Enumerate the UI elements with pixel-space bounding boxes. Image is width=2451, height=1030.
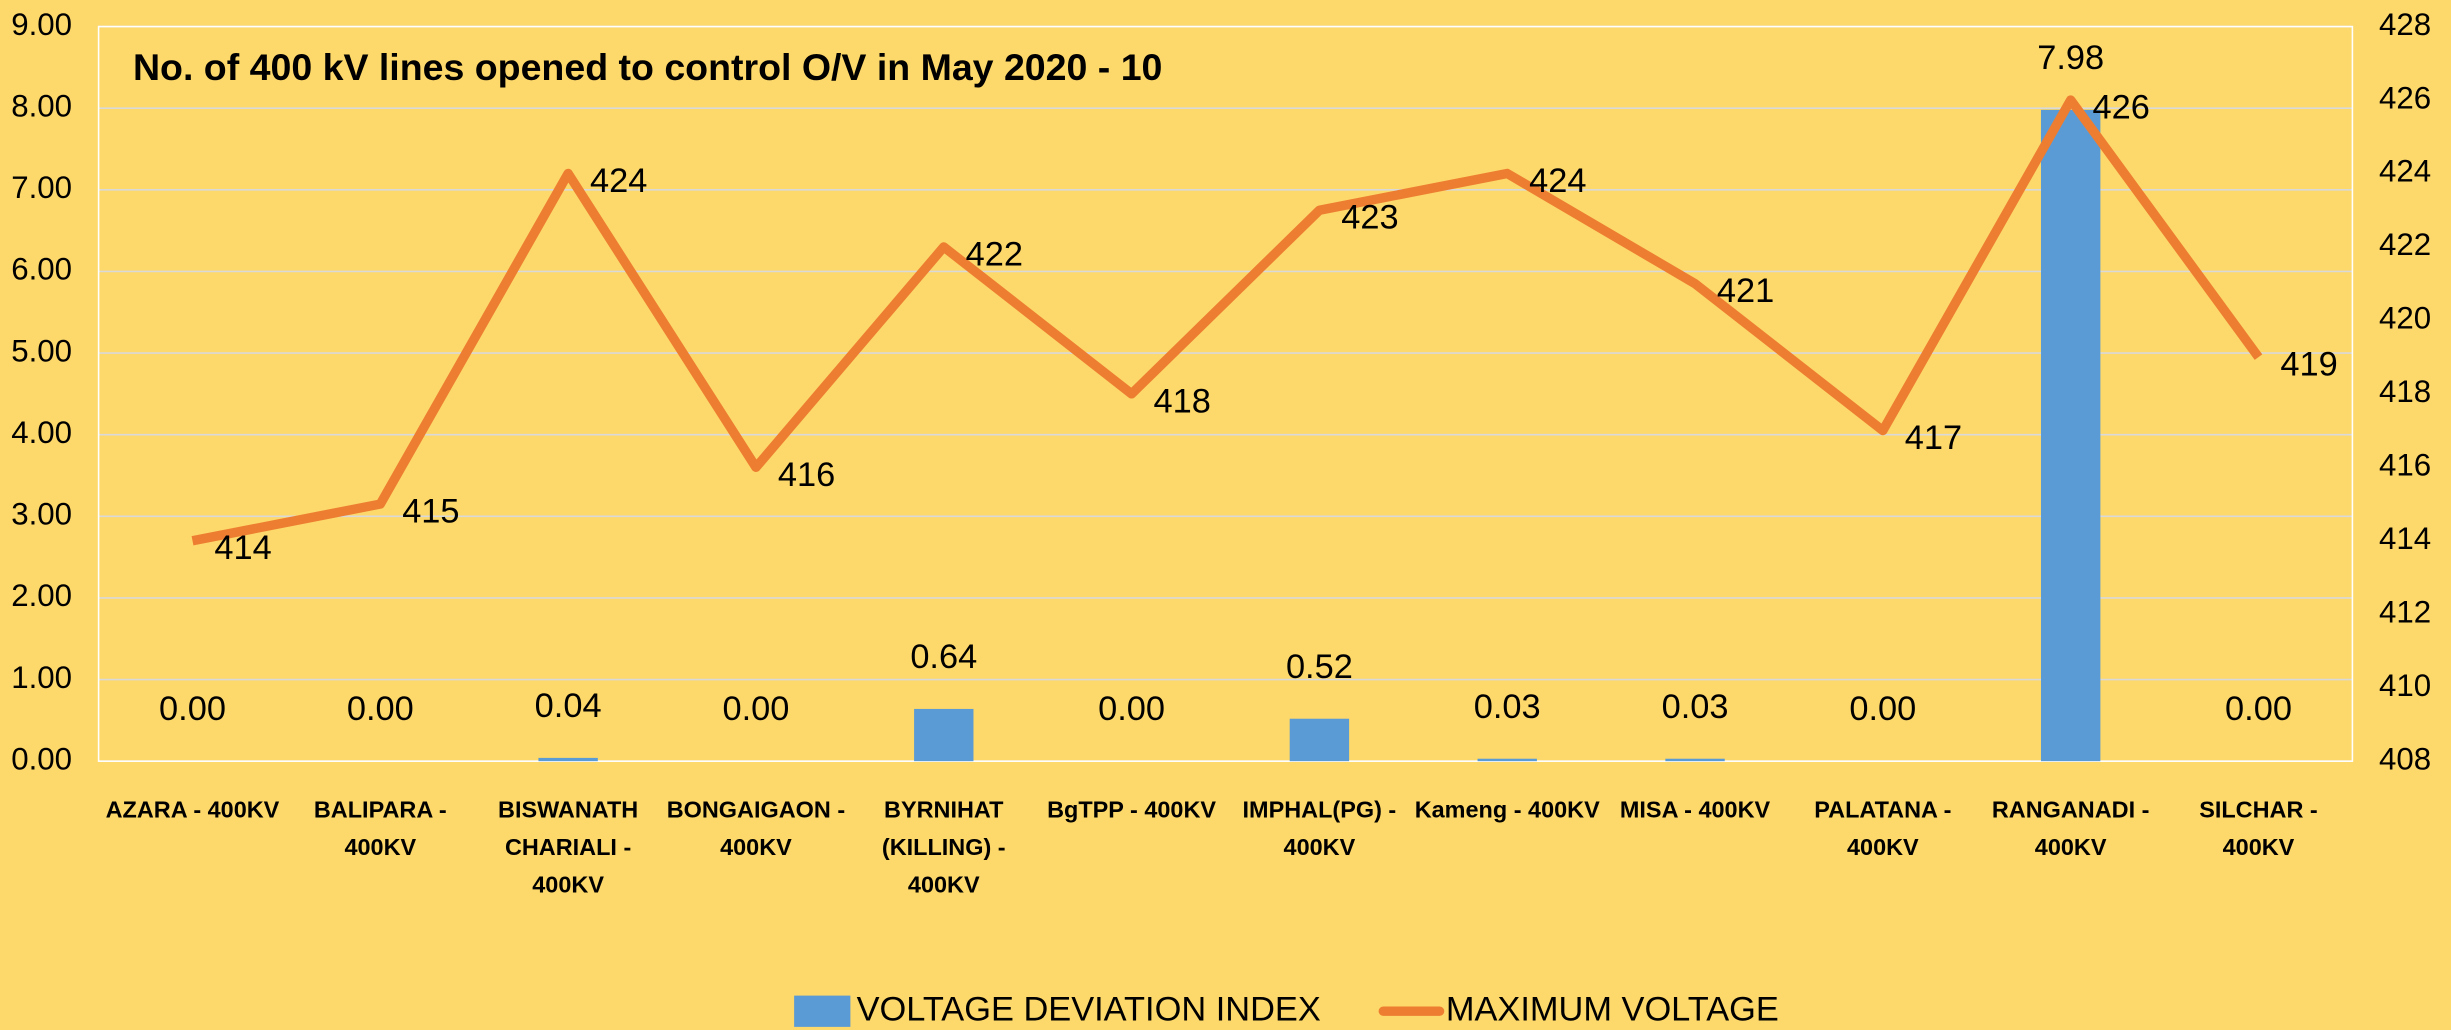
y2-tick-label: 412 xyxy=(2379,594,2431,629)
bar xyxy=(538,757,598,762)
data-label: 0.52 xyxy=(1286,648,1353,686)
y-tick-label: 8.00 xyxy=(11,88,72,123)
y2-tick-label: 410 xyxy=(2379,668,2431,703)
y2-tick-label: 428 xyxy=(2379,7,2431,42)
y2-tick-label: 418 xyxy=(2379,374,2431,409)
y-tick-label: 4.00 xyxy=(11,415,72,450)
x-tick-label-box: AZARA - 400KV xyxy=(105,797,280,824)
x-tick-label-box: BgTPP - 400KV xyxy=(1047,797,1217,824)
x-tick-label-box: MISA - 400KV xyxy=(1619,797,1771,824)
y-tick-label: 5.00 xyxy=(11,333,72,368)
x-tick-label: BONGAIGAON - 400KV xyxy=(666,797,846,862)
data-label: 0.04 xyxy=(535,687,602,725)
plot-area xyxy=(97,25,2354,762)
y-tick-label: 3.00 xyxy=(11,497,72,532)
data-label: 424 xyxy=(1529,162,1586,200)
x-tick-label-box: Kameng - 400KV xyxy=(1414,797,1600,824)
x-tick-label: PALATANA - 400KV xyxy=(1814,797,1952,862)
marks xyxy=(191,95,2263,762)
data-label: 418 xyxy=(1153,382,1210,420)
y2-tick-label: 420 xyxy=(2379,301,2431,336)
x-tick-label: AZARA - 400KV xyxy=(105,797,280,824)
data-label: 424 xyxy=(590,162,647,200)
y2-tick-label: 414 xyxy=(2379,521,2431,556)
x-tick-label: SILCHAR - 400KV xyxy=(2199,797,2318,862)
grid xyxy=(97,25,2354,762)
data-label: 426 xyxy=(2093,88,2150,126)
data-label: 0.64 xyxy=(910,638,977,676)
bar xyxy=(1289,718,1350,762)
x-tick-label: BISWANATH CHARIALI - 400KV xyxy=(498,797,639,899)
legend-label: VOLTAGE DEVIATION INDEX xyxy=(857,990,1321,1028)
y-tick-label: 9.00 xyxy=(11,7,72,42)
x-tick-label-box: SILCHAR - 400KV xyxy=(2199,797,2318,862)
y2-tick-label: 422 xyxy=(2379,227,2431,262)
x-tick-label-box: RANGANADI - 400KV xyxy=(1991,797,2150,862)
legend-swatch xyxy=(794,995,851,1027)
x-tick-label: RANGANADI - 400KV xyxy=(1991,797,2150,862)
bar xyxy=(2040,109,2101,762)
data-label: 0.00 xyxy=(347,690,414,728)
data-label: 417 xyxy=(1905,419,1962,457)
x-tick-label: Kameng - 400KV xyxy=(1414,797,1600,824)
x-tick-label-box: BONGAIGAON - 400KV xyxy=(666,797,846,862)
data-label: 419 xyxy=(2280,346,2337,384)
data-label: 0.00 xyxy=(2225,690,2292,728)
bar xyxy=(1477,758,1537,762)
y-tick-label: 1.00 xyxy=(11,660,72,695)
data-label: 423 xyxy=(1341,199,1398,237)
data-label: 422 xyxy=(966,235,1023,273)
data-label: 0.00 xyxy=(1849,690,1916,728)
data-label: 0.03 xyxy=(1662,688,1729,726)
y-tick-label: 6.00 xyxy=(11,252,72,287)
x-tick-label-box: BALIPARA - 400KV xyxy=(313,797,447,862)
y2-tick-label: 416 xyxy=(2379,448,2431,483)
data-label: 421 xyxy=(1717,272,1774,310)
bar xyxy=(1665,758,1725,762)
y2-tick-label: 408 xyxy=(2379,741,2431,776)
x-tick-label: BgTPP - 400KV xyxy=(1047,797,1217,824)
x-tick-label-box: PALATANA - 400KV xyxy=(1814,797,1952,862)
y-tick-label: 7.00 xyxy=(11,170,72,205)
x-tick-label-box: IMPHAL(PG) - 400KV xyxy=(1242,797,1397,862)
x-tick-label: BALIPARA - 400KV xyxy=(313,797,447,862)
data-label: 0.00 xyxy=(723,690,790,728)
bar xyxy=(914,708,974,762)
x-tick-label-box: BYRNIHAT (KILLING) - 400KV xyxy=(881,797,1006,899)
line xyxy=(191,95,2263,546)
x-tick-label: MISA - 400KV xyxy=(1619,797,1771,824)
data-label: 415 xyxy=(402,493,459,531)
y2-tick-label: 426 xyxy=(2379,80,2431,115)
y2-tick-label: 424 xyxy=(2379,154,2431,189)
x-tick-label-box: BISWANATH CHARIALI - 400KV xyxy=(498,797,639,899)
data-label: 416 xyxy=(778,456,835,494)
x-tick-label: BYRNIHAT (KILLING) - 400KV xyxy=(881,797,1006,899)
chart-title: No. of 400 kV lines opened to control O/… xyxy=(133,46,1162,88)
y-tick-label: 2.00 xyxy=(11,578,72,613)
legend-label: MAXIMUM VOLTAGE xyxy=(1446,990,1779,1028)
data-label: 7.98 xyxy=(2037,39,2104,77)
data-label: 0.00 xyxy=(1098,690,1165,728)
x-tick-label: IMPHAL(PG) - 400KV xyxy=(1242,797,1397,862)
data-label: 0.00 xyxy=(159,690,226,728)
data-label: 414 xyxy=(214,529,271,567)
data-label: 0.03 xyxy=(1474,688,1541,726)
y-tick-label: 0.00 xyxy=(11,741,72,776)
